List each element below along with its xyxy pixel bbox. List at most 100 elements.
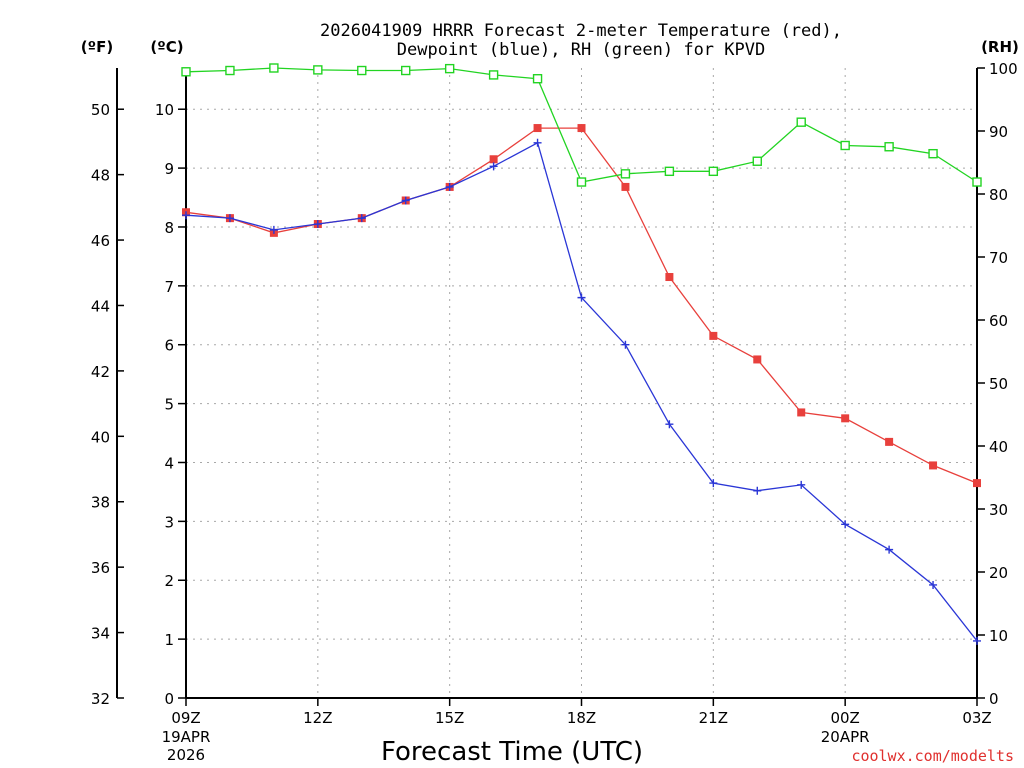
rh-data-point [576,177,587,187]
dewpoint-data-point [182,211,190,220]
rh-data-point [752,156,762,166]
rh-tick-label: 20 [989,564,1008,582]
dewpoint-data-point [709,479,718,488]
celsius-tick-label: 7 [164,278,174,296]
dewpoint-data-point [665,420,674,429]
chart-title-line-1: 2026041909 HRRR Forecast 2-meter Tempera… [320,21,842,41]
data-series [181,63,982,645]
dewpoint-data-point [533,138,542,147]
x-tick-label: 03Z [962,709,991,727]
x-date-label: 2026 [167,746,205,764]
x-date-label: 20APR [821,728,870,746]
x-tick-label: 09Z [171,709,200,727]
dewpoint-data-point [357,214,366,223]
celsius-tick-label: 5 [164,396,174,414]
celsius-tick-label: 0 [164,690,174,708]
rh-data-point [401,65,411,76]
dewpoint-data-point [797,480,806,489]
celsius-tick-label: 4 [164,454,174,472]
temperature-data-point [621,182,630,191]
fahrenheit-tick-label: 32 [91,690,110,708]
temperature-data-point [709,331,718,340]
rh-data-point [357,65,367,76]
dewpoint-data-point [929,580,938,589]
fahrenheit-tick-label: 46 [91,232,110,250]
dewpoint-data-point [885,545,894,554]
x-date-label: 19APR [162,728,211,746]
axes: 0123456789103234363840424446485001020304… [91,60,1018,708]
temperature-data-point [885,437,894,446]
fahrenheit-tick-label: 48 [91,167,110,185]
dewpoint-data-point [841,520,850,529]
temperature-data-point [797,408,806,417]
chart-title-line-2: Dewpoint (blue), RH (green) for KPVD [397,40,765,60]
rh-data-point [972,177,982,187]
rh-tick-label: 100 [989,60,1018,78]
rh-data-point [928,148,938,159]
credit-text: coolwx.com/modelts [851,747,1014,765]
celsius-tick-label: 8 [164,219,174,237]
fahrenheit-tick-label: 36 [91,559,110,577]
rh-data-point [181,67,191,77]
celsius-unit-label: (ºC) [150,38,183,56]
x-tick-label: 12Z [303,709,332,727]
rh-data-point [488,70,499,80]
rh-data-point [225,65,235,76]
temperature-data-point [577,124,586,133]
dewpoint-data-point [621,340,630,349]
rh-data-point [884,142,894,152]
grid-lines [186,68,977,698]
rh-tick-label: 80 [989,186,1008,204]
temperature-data-point [929,461,938,470]
rh-data-point [620,169,631,179]
celsius-tick-label: 10 [155,101,174,119]
dewpoint-data-point [973,636,981,645]
dewpoint-data-point [401,196,410,205]
fahrenheit-tick-label: 38 [91,494,110,512]
fahrenheit-unit-label: (ºF) [81,38,113,56]
rh-tick-label: 40 [989,438,1008,456]
fahrenheit-tick-label: 40 [91,428,110,446]
temperature-data-point [973,479,981,488]
fahrenheit-tick-label: 42 [91,363,110,381]
rh-data-point [532,74,543,84]
x-tick-label: 00Z [830,709,859,727]
rh-data-point [664,166,675,177]
fahrenheit-tick-label: 50 [91,101,110,119]
temperature-data-point [533,124,542,133]
x-tick-label: 15Z [435,709,464,727]
rh-tick-label: 60 [989,312,1008,330]
dewpoint-data-point [445,182,454,191]
dewpoint-data-point [269,225,278,234]
rh-tick-label: 70 [989,249,1008,267]
rh-tick-label: 10 [989,627,1008,645]
rh-data-point [796,117,806,127]
temperature-data-point [489,155,498,164]
dewpoint-data-point [577,293,586,302]
rh-tick-label: 0 [989,690,999,708]
dewpoint-data-point [753,486,762,495]
rh-tick-label: 50 [989,375,1008,393]
rh-tick-label: 30 [989,501,1008,519]
x-axis-title: Forecast Time (UTC) [381,737,643,767]
rh-tick-label: 90 [989,123,1008,141]
rh-data-point [708,166,719,177]
celsius-tick-label: 1 [164,631,174,649]
celsius-tick-label: 9 [164,160,174,178]
x-tick-label: 21Z [699,709,728,727]
rh-data-point [840,140,850,151]
rh-data-point [313,65,323,75]
celsius-tick-label: 2 [164,572,174,590]
dewpoint-data-point [489,162,498,171]
temperature-data-point [665,273,674,282]
dewpoint-data-point [313,220,322,229]
fahrenheit-tick-label: 44 [91,297,110,315]
rh-data-point [269,63,279,73]
rh-data-point [444,63,455,74]
fahrenheit-tick-label: 34 [91,625,110,643]
temperature-data-point [753,355,762,364]
celsius-tick-label: 3 [164,513,174,531]
temperature-data-point [841,414,850,423]
